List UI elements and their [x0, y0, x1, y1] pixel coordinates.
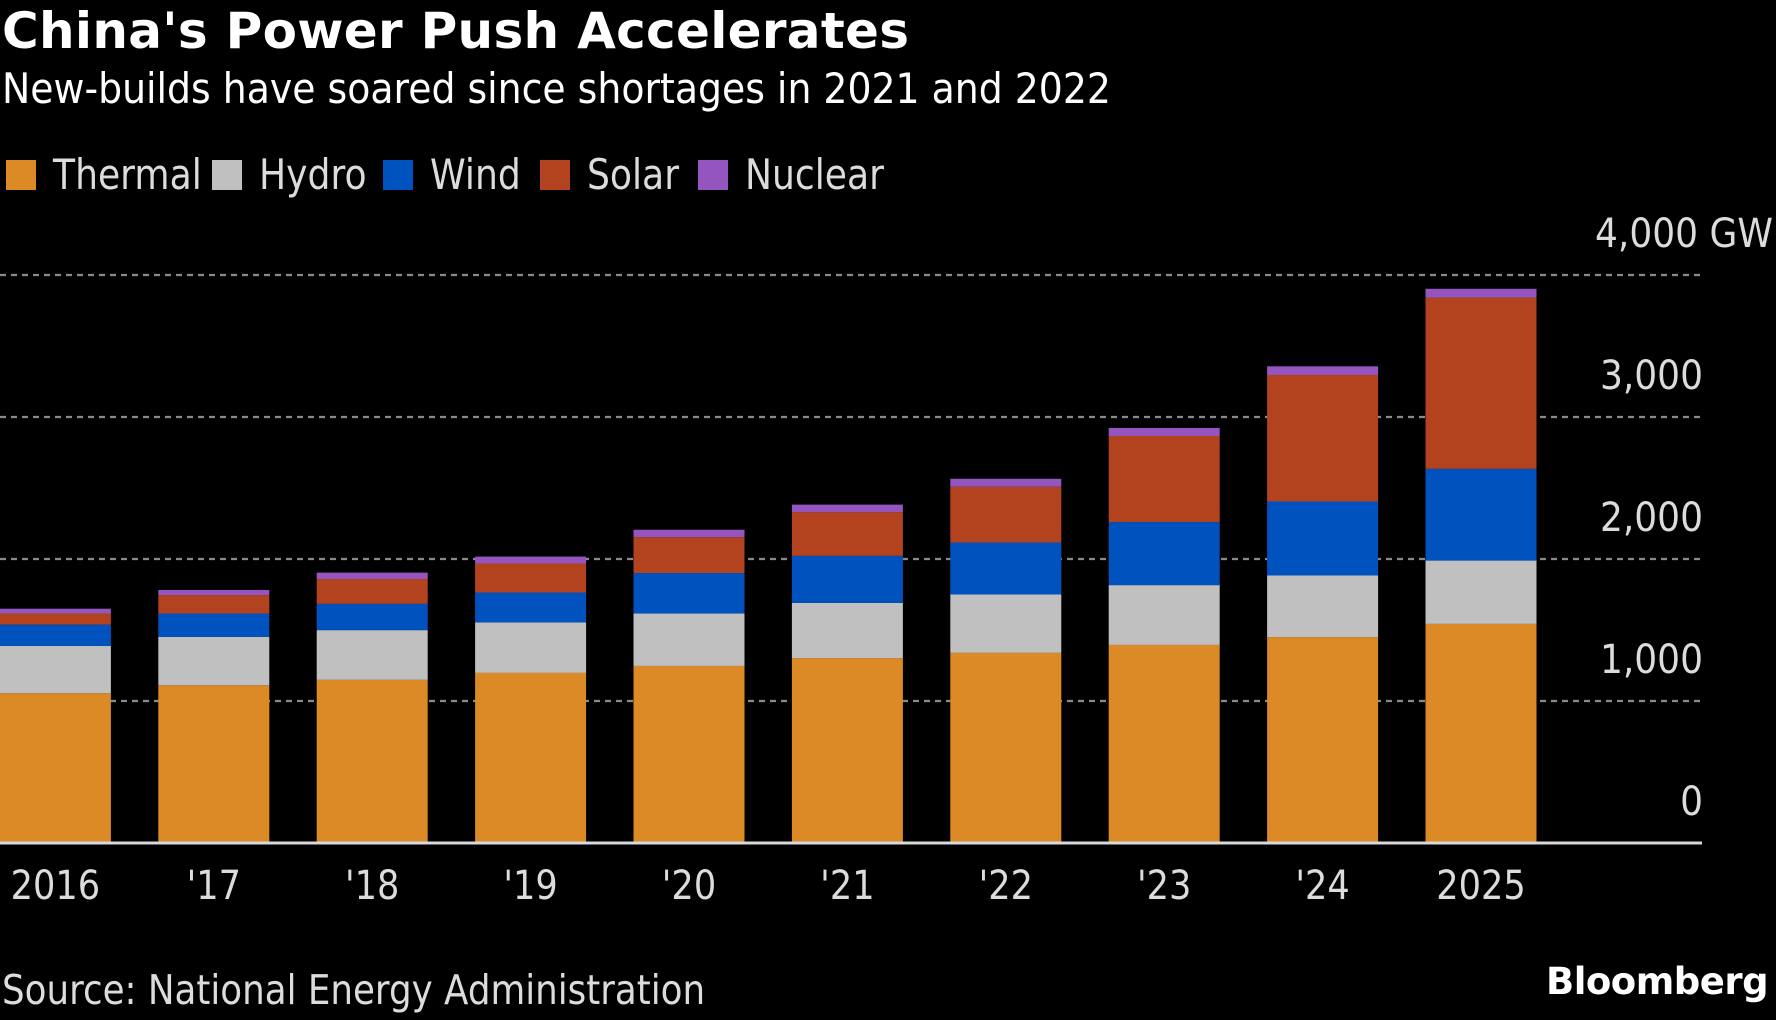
legend-item-wind: Wind — [382, 150, 521, 199]
legend-swatch — [539, 159, 570, 190]
x-tick-label: '17 — [187, 862, 241, 909]
bar-segment-wind — [1108, 522, 1220, 586]
bar-stack — [316, 572, 428, 843]
bar-stack — [475, 556, 587, 843]
bar-segment-hydro — [158, 636, 270, 686]
bar-segment-solar — [950, 486, 1062, 543]
source-note: Source: National Energy Administration — [2, 966, 706, 1014]
bar-stack — [1425, 288, 1537, 843]
bar-stack — [158, 589, 270, 843]
bar-segment-thermal — [950, 652, 1062, 843]
bar-segment-thermal — [1425, 623, 1537, 843]
bar-stack — [950, 478, 1062, 843]
legend-swatch — [697, 159, 728, 190]
x-tick-label: '20 — [662, 862, 716, 909]
bar-segment-solar — [1425, 297, 1537, 469]
bloomberg-logo: Bloomberg — [1546, 960, 1769, 1003]
legend-label: Wind — [429, 150, 521, 199]
y-tick-label: 0 — [1680, 778, 1703, 824]
bar-segment-thermal — [475, 672, 587, 843]
bar-segment-nuclear — [633, 529, 745, 538]
bar-segment-wind — [316, 603, 428, 631]
legend-item-thermal: Thermal — [6, 150, 202, 199]
bar-segment-nuclear — [475, 556, 587, 564]
legend-label: Nuclear — [744, 150, 884, 199]
legend-item-hydro: Hydro — [211, 150, 367, 199]
bar-segment-wind — [0, 624, 111, 646]
y-tick-label: 3,000 — [1600, 352, 1703, 398]
bar-segment-nuclear — [158, 589, 270, 596]
bar-segment-solar — [0, 613, 111, 625]
x-tick-label: '23 — [1137, 862, 1191, 909]
bar-segment-hydro — [475, 622, 587, 673]
bar-segment-wind — [791, 555, 903, 603]
bar-segment-nuclear — [1108, 427, 1220, 437]
bar-segment-hydro — [950, 594, 1062, 653]
bar-segment-solar — [791, 512, 903, 556]
bar-segment-nuclear — [1267, 366, 1379, 375]
bar-segment-hydro — [1267, 575, 1379, 638]
bar-segment-thermal — [158, 685, 270, 843]
legend-swatch — [211, 159, 242, 190]
bar-segment-hydro — [791, 602, 903, 659]
bar-segment-thermal — [1108, 644, 1220, 843]
bar-segment-hydro — [1425, 560, 1537, 624]
x-tick-label: '24 — [1295, 862, 1349, 909]
y-tick-label: 1,000 — [1600, 636, 1703, 682]
bar-stack — [1267, 366, 1379, 843]
bar-segment-solar — [633, 537, 745, 574]
legend-swatch — [382, 159, 413, 190]
x-tick-label: '21 — [820, 862, 874, 909]
legend-label: Hydro — [258, 150, 367, 199]
bar-segment-hydro — [633, 613, 745, 666]
legend-item-nuclear: Nuclear — [697, 150, 884, 199]
bar-segment-nuclear — [1425, 288, 1537, 298]
bar-stack — [791, 504, 903, 843]
legend-label: Thermal — [53, 150, 202, 199]
bar-segment-thermal — [1267, 637, 1379, 843]
x-tick-label: 2016 — [11, 862, 101, 909]
bar-stack — [633, 529, 745, 843]
bar-segment-solar — [158, 595, 270, 614]
bar-segment-wind — [950, 542, 1062, 595]
chart-title: China's Power Push Accelerates — [2, 2, 910, 60]
bar-segment-wind — [158, 613, 270, 637]
legend-swatch — [6, 159, 36, 190]
bar-segment-thermal — [633, 665, 745, 843]
legend-label: Solar — [586, 150, 679, 199]
x-tick-label: '22 — [979, 862, 1033, 909]
y-tick-label: 4,000 GW — [1595, 210, 1773, 256]
bar-segment-wind — [633, 573, 745, 614]
x-tick-label: '18 — [345, 862, 399, 909]
bar-segment-solar — [475, 563, 587, 593]
bar-segment-solar — [1267, 374, 1379, 502]
bar-segment-hydro — [1108, 585, 1220, 645]
bar-segment-thermal — [316, 679, 428, 843]
bar-segment-thermal — [791, 658, 903, 843]
x-tick-label: '19 — [503, 862, 557, 909]
bar-stack — [0, 608, 111, 843]
bar-segment-nuclear — [950, 478, 1062, 487]
bar-segment-wind — [1425, 468, 1537, 561]
x-tick-label: 2025 — [1436, 862, 1526, 909]
bar-segment-hydro — [316, 630, 428, 680]
bar-segment-thermal — [0, 693, 111, 843]
y-tick-label: 2,000 — [1600, 494, 1703, 540]
bar-segment-nuclear — [0, 608, 111, 614]
bar-stack — [1108, 427, 1220, 843]
legend: Thermal Hydro Wind Solar Nuclear — [6, 150, 895, 199]
bar-segment-nuclear — [316, 572, 428, 580]
bar-segment-wind — [1267, 501, 1379, 576]
bar-segment-solar — [1108, 436, 1220, 523]
legend-item-solar: Solar — [539, 150, 679, 199]
bar-segment-hydro — [0, 645, 111, 694]
bar-segment-nuclear — [791, 504, 903, 513]
chart-subtitle: New-builds have soared since shortages i… — [2, 64, 1111, 113]
bar-segment-solar — [316, 579, 428, 604]
bar-segment-wind — [475, 592, 587, 623]
